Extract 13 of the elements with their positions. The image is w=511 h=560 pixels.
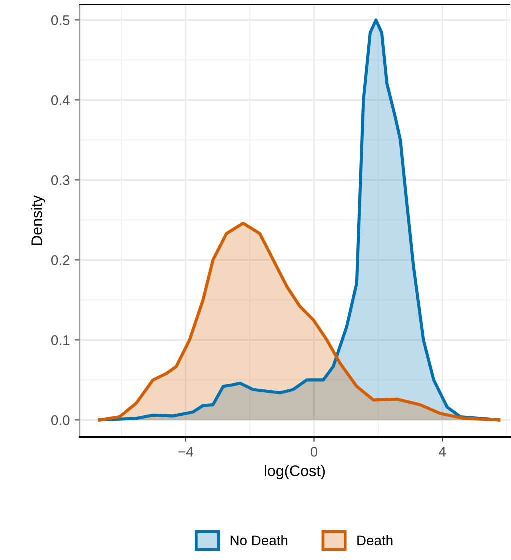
y-tick-label: 0.5: [52, 16, 70, 26]
legend-label: Death: [358, 535, 393, 546]
y-tick-label: 0.3: [52, 176, 70, 186]
x-tick-label: −4: [178, 447, 194, 457]
y-tick-label: 0.2: [52, 256, 70, 266]
y-axis-title: Density: [31, 196, 46, 246]
y-tick-label: 0.4: [52, 96, 70, 106]
y-tick-label: 0.1: [52, 336, 70, 346]
x-tick-label: 4: [439, 447, 446, 457]
y-tick-label: 0.0: [52, 416, 70, 426]
x-axis-title: log(Cost): [265, 465, 326, 480]
legend-label: No Death: [230, 535, 288, 546]
x-tick-label: 0: [310, 447, 318, 457]
